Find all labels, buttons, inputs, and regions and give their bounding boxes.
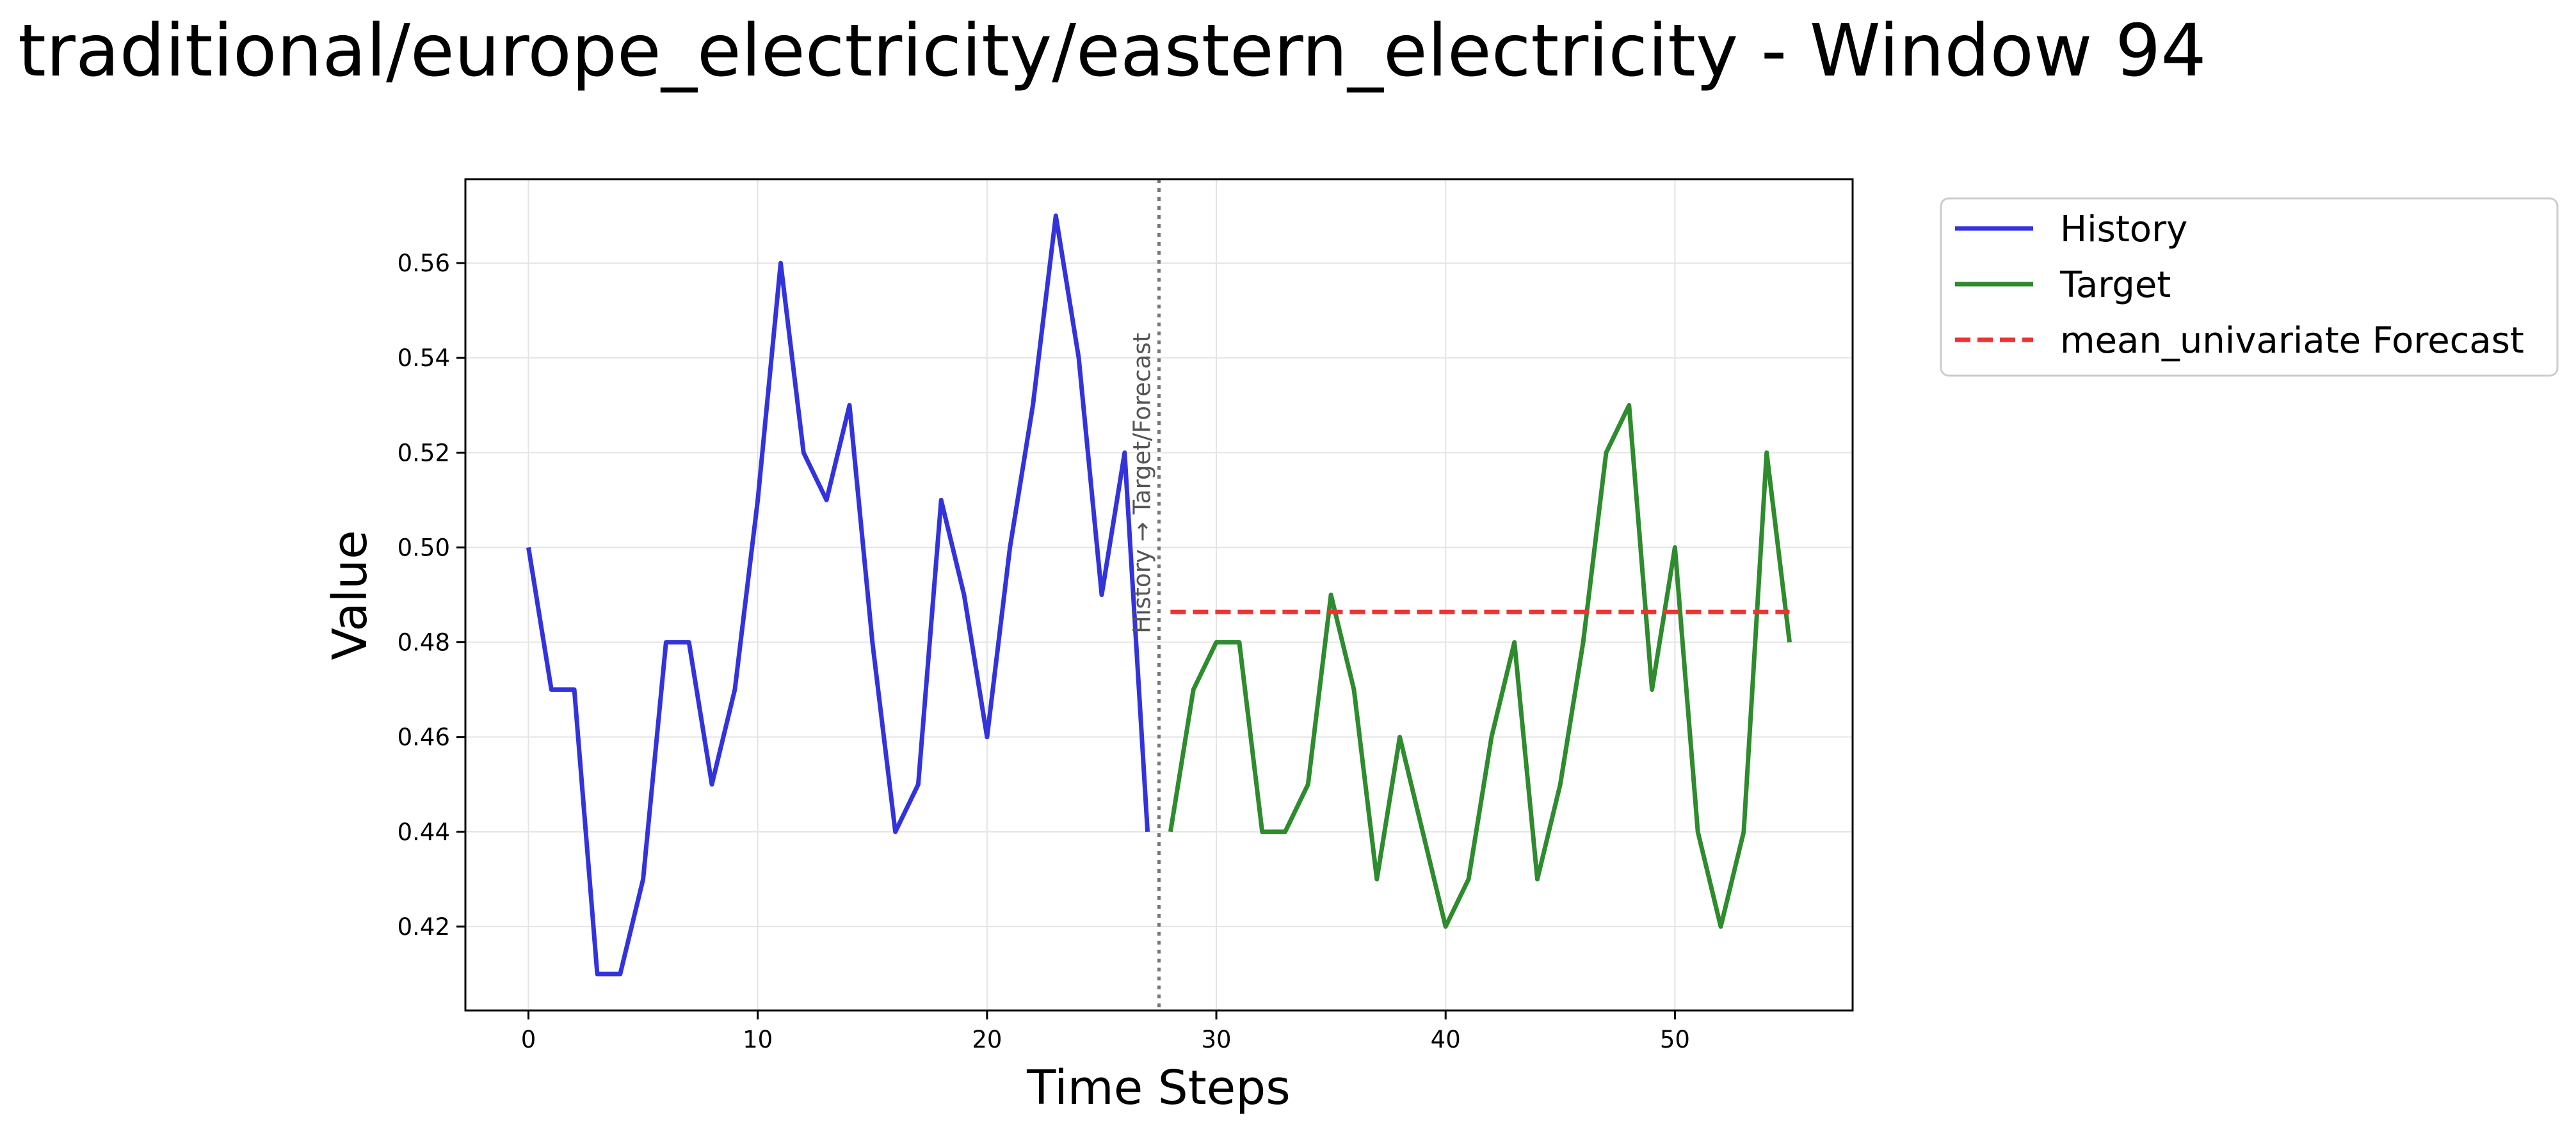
y-tick-label: 0.50 bbox=[398, 534, 450, 561]
chart-title: traditional/europe_electricity/eastern_e… bbox=[18, 10, 2207, 93]
y-tick-label: 0.46 bbox=[398, 724, 450, 751]
y-axis: 0.42 0.44 0.46 0.48 0.50 0.52 0.54 0.56 bbox=[398, 250, 465, 941]
series-line-target bbox=[1168, 403, 1792, 929]
legend-label: Target bbox=[2059, 264, 2171, 306]
divider-annotation: History → Target/Forecast bbox=[1129, 333, 1156, 634]
y-tick-label: 0.52 bbox=[398, 439, 450, 467]
x-tick-label: 10 bbox=[743, 1026, 773, 1053]
y-tick-label: 0.42 bbox=[398, 913, 450, 941]
x-tick-label: 40 bbox=[1431, 1026, 1461, 1053]
x-axis: 0 10 20 30 40 50 bbox=[521, 1010, 1690, 1053]
plot-area: History → Target/Forecast bbox=[464, 178, 1854, 1012]
x-tick-label: 20 bbox=[972, 1026, 1002, 1053]
y-axis-label: Value bbox=[323, 530, 378, 660]
y-tick-label: 0.44 bbox=[398, 819, 450, 846]
legend-box bbox=[1940, 197, 2559, 377]
plot-border bbox=[464, 178, 1854, 1012]
x-tick-label: 0 bbox=[521, 1026, 536, 1053]
series-line-history bbox=[526, 213, 1150, 977]
legend: History Target mean_univariate Forecast bbox=[1940, 197, 2559, 377]
x-axis-label: Time Steps bbox=[1026, 1060, 1291, 1115]
x-tick-label: 50 bbox=[1660, 1026, 1690, 1053]
legend-label: mean_univariate Forecast bbox=[2060, 320, 2524, 362]
divider-layer: History → Target/Forecast bbox=[1129, 179, 1161, 1010]
y-tick-label: 0.54 bbox=[398, 344, 450, 372]
y-tick-label: 0.56 bbox=[398, 250, 450, 277]
x-tick-label: 30 bbox=[1201, 1026, 1231, 1053]
legend-label: History bbox=[2060, 209, 2187, 250]
series-layer bbox=[526, 213, 1792, 977]
y-tick-label: 0.48 bbox=[398, 629, 450, 657]
